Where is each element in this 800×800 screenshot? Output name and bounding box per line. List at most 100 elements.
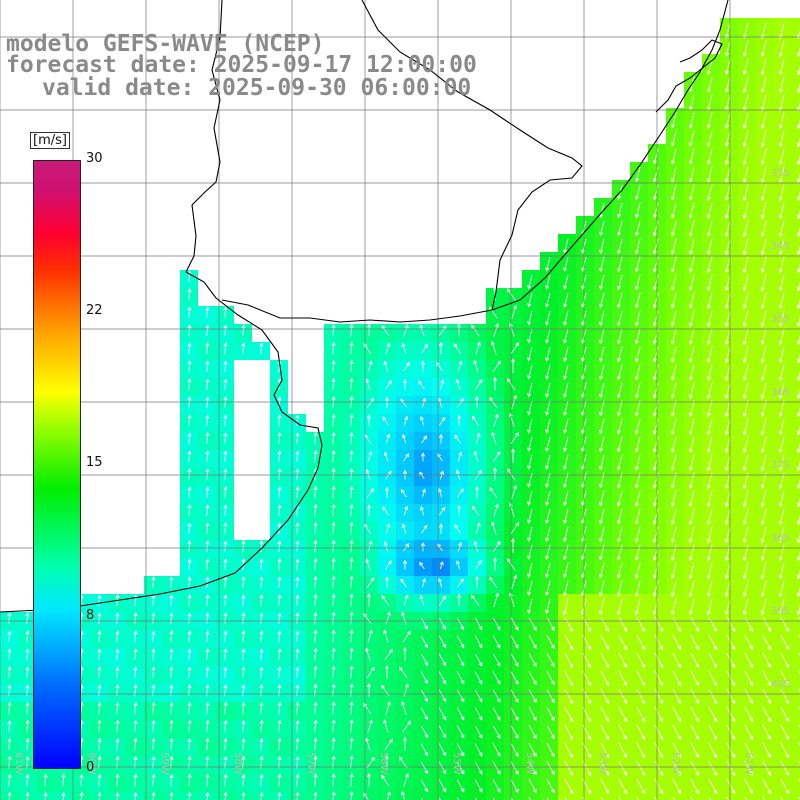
- wind-arrow: [97, 737, 102, 751]
- wind-arrow: [617, 364, 623, 381]
- wind-arrow: [708, 652, 718, 669]
- wind-arrow: [690, 706, 700, 723]
- wind-arrow: [617, 220, 623, 237]
- wind-arrow: [546, 761, 555, 776]
- wind-arrow: [403, 772, 409, 787]
- wind-arrow: [600, 634, 610, 651]
- wind-arrow: [563, 382, 569, 399]
- wind-arrow: [25, 666, 30, 679]
- wind-arrow: [420, 671, 429, 685]
- wind-arrow: [599, 220, 605, 237]
- wind-arrow: [563, 418, 569, 435]
- wind-arrow: [616, 580, 623, 597]
- wind-cell: [792, 792, 800, 800]
- wind-arrow: [760, 598, 767, 616]
- wind-arrow: [295, 791, 300, 800]
- wind-arrow: [778, 58, 785, 76]
- wind-arrow: [760, 364, 767, 382]
- wind-arrow: [762, 670, 772, 687]
- wind-arrow: [403, 594, 409, 607]
- wind-arrow: [420, 743, 429, 757]
- wind-arrow: [654, 724, 664, 741]
- wind-arrow: [690, 634, 700, 651]
- wind-arrow: [564, 616, 574, 633]
- wind-arrow: [654, 688, 664, 705]
- wind-arrow: [528, 779, 537, 794]
- wind-arrow: [277, 414, 282, 427]
- wind-arrow: [349, 701, 354, 715]
- wind-arrow: [688, 526, 695, 544]
- wind-arrow: [724, 526, 731, 544]
- wind-arrow: [636, 724, 646, 741]
- wind-arrow: [760, 130, 767, 148]
- wind-arrow: [760, 184, 767, 202]
- wind-cell: [540, 792, 558, 800]
- wind-arrow: [384, 379, 392, 390]
- wind-cell: [792, 288, 800, 306]
- wind-arrow: [115, 773, 120, 787]
- wind-arrow: [402, 378, 408, 390]
- wind-arrow: [259, 594, 264, 607]
- wind-arrow: [381, 594, 390, 607]
- wind-arrow: [331, 377, 336, 391]
- wind-arrow: [617, 292, 623, 309]
- wind-arrow: [115, 791, 120, 800]
- wind-arrow: [652, 346, 659, 363]
- lon-label: 59W: [159, 752, 170, 775]
- wind-arrow: [331, 755, 336, 769]
- wind-arrow: [456, 593, 462, 607]
- wind-arrow: [366, 414, 372, 427]
- wind-arrow: [400, 398, 407, 408]
- wind-arrow: [634, 562, 641, 579]
- wind-arrow: [510, 761, 519, 776]
- wind-arrow: [672, 742, 682, 759]
- wind-arrow: [724, 400, 731, 418]
- wind-arrow: [331, 449, 336, 463]
- wind-arrow: [331, 503, 336, 517]
- wind-arrow: [223, 701, 228, 715]
- wind-arrow: [438, 725, 447, 739]
- wind-arrow: [636, 616, 646, 633]
- wind-arrow: [778, 346, 785, 364]
- wind-arrow: [349, 341, 354, 355]
- wind-arrow: [724, 508, 731, 526]
- lat-label: 39S: [771, 606, 790, 617]
- wind-arrow: [706, 346, 713, 364]
- wind-arrow: [564, 760, 574, 777]
- wind-arrow: [760, 490, 767, 508]
- wind-arrow: [25, 773, 30, 787]
- wind-arrow: [492, 617, 501, 631]
- wind-arrow: [151, 612, 156, 625]
- wind-cell: [792, 576, 800, 594]
- wind-arrow: [455, 378, 461, 391]
- wind-arrow: [760, 292, 767, 310]
- wind-arrow: [349, 449, 354, 463]
- wind-arrow: [457, 451, 463, 462]
- wind-arrow: [742, 274, 749, 292]
- wind-arrow: [187, 450, 192, 463]
- wind-cell: [630, 792, 648, 800]
- wind-arrow: [439, 560, 444, 570]
- wind-arrow: [223, 342, 228, 355]
- wind-arrow: [187, 773, 192, 787]
- wind-arrow: [618, 706, 628, 723]
- wind-arrow: [564, 688, 574, 705]
- wind-arrow: [563, 328, 569, 344]
- wind-arrow: [742, 526, 749, 544]
- wind-arrow: [384, 648, 393, 661]
- wind-cell: [792, 540, 800, 558]
- wind-arrow: [205, 450, 210, 463]
- wind-arrow: [742, 490, 749, 508]
- wind-arrow: [690, 760, 700, 777]
- wind-arrow: [489, 486, 498, 499]
- wind-arrow: [778, 436, 785, 454]
- wind-arrow: [706, 454, 713, 472]
- wind-arrow: [436, 361, 444, 372]
- wind-cell: [792, 720, 800, 738]
- wind-arrow: [133, 611, 138, 625]
- wind-arrow: [402, 361, 410, 372]
- wind-arrow: [527, 436, 533, 452]
- wind-arrow: [672, 688, 682, 705]
- wind-arrow: [403, 324, 409, 337]
- wind-arrow: [7, 666, 12, 679]
